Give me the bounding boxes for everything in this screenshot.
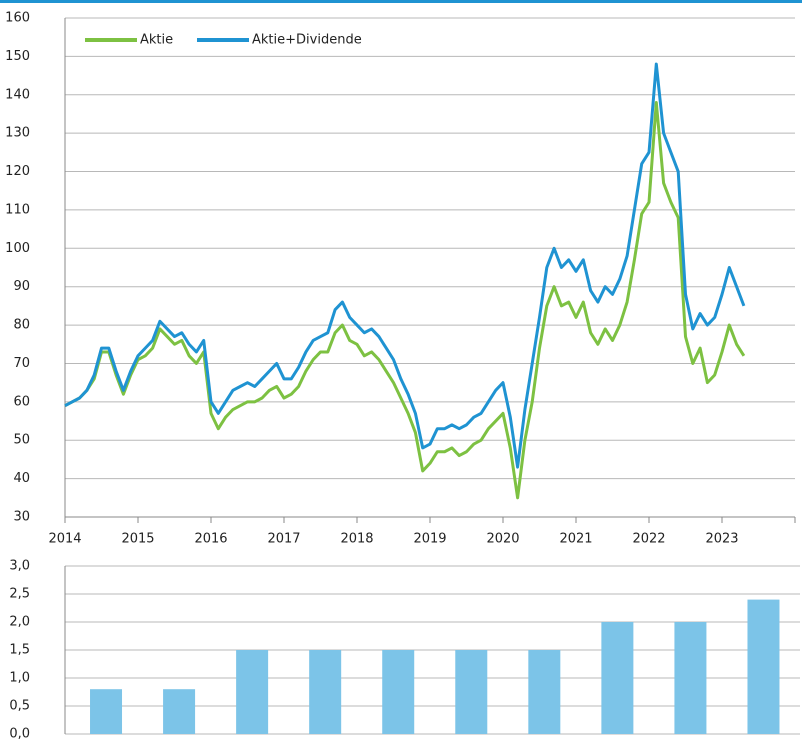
y-tick-label: 0,0 <box>9 727 30 742</box>
x-tick-label: 2019 <box>413 532 446 547</box>
y-tick-label: 80 <box>13 318 30 333</box>
y-tick-label: 0,5 <box>9 699 30 714</box>
bar <box>674 622 707 734</box>
line-series <box>64 100 746 500</box>
bar <box>382 650 415 734</box>
y-tick-label: 100 <box>5 241 30 256</box>
line-series <box>64 62 746 469</box>
y-tick-label: 90 <box>13 279 30 294</box>
legend-label: Aktie+Dividende <box>252 33 362 48</box>
y-tick-label: 1,0 <box>9 671 30 686</box>
bar <box>236 650 269 734</box>
x-tick-label: 2016 <box>194 532 227 547</box>
x-tick-label: 2014 <box>48 532 81 547</box>
bar <box>309 650 342 734</box>
y-tick-label: 140 <box>5 87 30 102</box>
bar <box>163 689 196 734</box>
bar <box>747 599 780 734</box>
x-tick-label: 2021 <box>559 532 592 547</box>
bar <box>528 650 561 734</box>
y-tick-label: 60 <box>13 394 30 409</box>
y-tick-label: 160 <box>5 11 30 26</box>
x-tick-label: 2023 <box>705 532 738 547</box>
y-tick-label: 1,5 <box>9 643 30 658</box>
x-tick-label: 2015 <box>121 532 154 547</box>
top-border <box>0 0 802 3</box>
y-tick-label: 110 <box>5 202 30 217</box>
y-tick-label: 130 <box>5 126 30 141</box>
y-tick-label: 40 <box>13 471 30 486</box>
y-tick-label: 2,0 <box>9 615 30 630</box>
bar <box>455 650 488 734</box>
x-tick-label: 2022 <box>632 532 665 547</box>
y-tick-label: 120 <box>5 164 30 179</box>
y-tick-label: 50 <box>13 433 30 448</box>
x-tick-label: 2017 <box>267 532 300 547</box>
x-tick-label: 2020 <box>486 532 519 547</box>
y-tick-label: 150 <box>5 49 30 64</box>
legend-label: Aktie <box>140 33 173 48</box>
bar <box>601 622 634 734</box>
x-tick-label: 2018 <box>340 532 373 547</box>
y-tick-label: 2,5 <box>9 587 30 602</box>
y-tick-label: 3,0 <box>9 559 30 574</box>
y-tick-label: 70 <box>13 356 30 371</box>
y-tick-label: 30 <box>13 510 30 525</box>
bar <box>90 689 123 734</box>
